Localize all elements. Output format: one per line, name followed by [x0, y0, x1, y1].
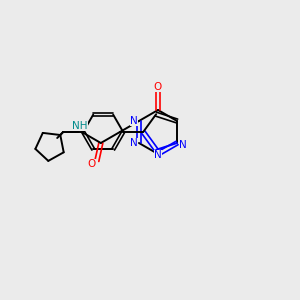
Text: NH: NH: [72, 121, 88, 131]
Text: N: N: [154, 150, 162, 160]
Text: O: O: [154, 82, 162, 92]
Text: N: N: [130, 116, 138, 126]
Text: N: N: [179, 140, 187, 150]
Text: O: O: [88, 159, 96, 169]
Text: N: N: [130, 138, 138, 148]
